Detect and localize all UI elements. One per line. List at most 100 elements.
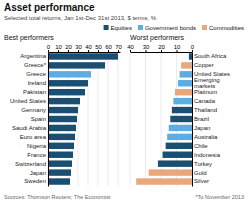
tick-label: 10: [55, 44, 62, 50]
bar: [48, 107, 78, 113]
panel: Worst performers403020100South AfricaCop…: [127, 34, 230, 187]
category-label: Pakistan: [23, 89, 46, 95]
tick: Australia: [192, 134, 218, 140]
legend-swatch: [138, 25, 143, 30]
category-label: Thailand: [194, 107, 217, 113]
grid-line: [118, 52, 119, 186]
tick: Silver: [192, 178, 209, 184]
tick: 50: [95, 44, 102, 52]
tick: Platinum: [192, 89, 217, 95]
bar: [178, 80, 192, 86]
tick: 60: [105, 44, 112, 52]
tick: Emergingmarkets: [192, 77, 220, 89]
tick-label: 30: [75, 44, 82, 50]
tick: Chile: [192, 143, 208, 149]
bar: [180, 71, 192, 77]
tick: Switzerland: [15, 161, 48, 167]
bar: [167, 134, 192, 140]
tick: Brazil: [192, 116, 209, 122]
tick: Pakistan: [23, 89, 48, 95]
category-label: United States: [10, 98, 46, 104]
tick: 0: [47, 44, 51, 52]
bar: [169, 125, 192, 131]
category-label: Argentina: [20, 53, 46, 59]
grid-line: [48, 52, 49, 186]
tick: Ireland: [28, 80, 48, 86]
category-label: Australia: [194, 134, 218, 140]
bar: [170, 116, 192, 122]
tick-label: 30: [143, 44, 150, 50]
axis-line: [48, 53, 49, 187]
tick: Spain: [31, 116, 48, 122]
axis-line: [131, 52, 193, 53]
tick: Turkey: [192, 161, 212, 167]
bar: [172, 107, 192, 113]
bar: [48, 125, 76, 131]
bar: [48, 80, 88, 86]
bar: [136, 178, 192, 184]
category-label: Switzerland: [15, 161, 46, 167]
tick: 40: [127, 44, 134, 52]
category-label: Nigeria: [27, 143, 47, 149]
tick: 30: [143, 44, 150, 52]
category-label: Euro area: [20, 134, 47, 140]
tick-mark: [98, 50, 99, 52]
category-label: Indonesia: [194, 152, 221, 158]
tick-label: 60: [105, 44, 112, 50]
bar: [173, 98, 192, 104]
category-label: Sweden: [24, 178, 46, 184]
grid-line: [130, 52, 131, 186]
tick: Thailand: [192, 107, 217, 113]
bar: [48, 160, 72, 166]
title: Asset performance: [4, 2, 95, 13]
bar: [48, 116, 77, 122]
tick-mark: [161, 50, 162, 52]
category-label: Silver: [194, 178, 209, 184]
tick: Saudi Arabia: [12, 125, 48, 131]
grid-line: [108, 52, 109, 186]
y-axis: South AfricaCopperUnited StatesEmergingm…: [192, 53, 230, 187]
bar: [48, 89, 85, 95]
category-label: Emergingmarkets: [194, 77, 220, 89]
category-label: France: [27, 152, 46, 158]
subtitle: Selected total returns, Jan 1st-Dec 31st…: [4, 15, 157, 21]
tick-label: 20: [158, 44, 165, 50]
bar: [48, 169, 71, 175]
tick: Argentina: [20, 53, 48, 59]
tick: Japan: [192, 125, 210, 131]
tick: United States: [10, 98, 48, 104]
bar: [149, 169, 192, 175]
chart-container: Asset performance Selected total returns,…: [0, 0, 248, 202]
tick-mark: [192, 50, 193, 52]
tick: Greece: [26, 71, 48, 77]
tick-mark: [48, 50, 49, 52]
tick: South Africa: [192, 53, 227, 59]
legend-label: Commodities: [209, 25, 244, 31]
tick: 0: [191, 44, 195, 52]
category-label: Saudi Arabia: [12, 125, 47, 131]
category-label: Japan: [194, 125, 210, 131]
tick-label: 20: [65, 44, 72, 50]
panel-title: Best performers: [4, 34, 54, 42]
tick: Canada: [192, 98, 216, 104]
category-label: Gold: [194, 170, 207, 176]
tick: 10: [55, 44, 62, 52]
tick: Gold: [192, 170, 207, 176]
tick: 30: [75, 44, 82, 52]
bar: [189, 53, 192, 59]
tick-label: 50: [95, 44, 102, 50]
bars: [136, 53, 192, 184]
tick-mark: [78, 50, 79, 52]
bar: [48, 98, 80, 104]
tick-mark: [130, 50, 131, 52]
bar: [175, 89, 192, 95]
bar: [48, 62, 105, 68]
legend-swatch: [104, 25, 109, 30]
category-label: Japan: [30, 170, 46, 176]
legend-label: Government bonds: [145, 25, 196, 31]
panel-title: Worst performers: [130, 34, 184, 42]
tick: Sweden: [24, 178, 48, 184]
tick-mark: [68, 50, 69, 52]
tick: 20: [65, 44, 72, 52]
grid: [48, 52, 118, 186]
